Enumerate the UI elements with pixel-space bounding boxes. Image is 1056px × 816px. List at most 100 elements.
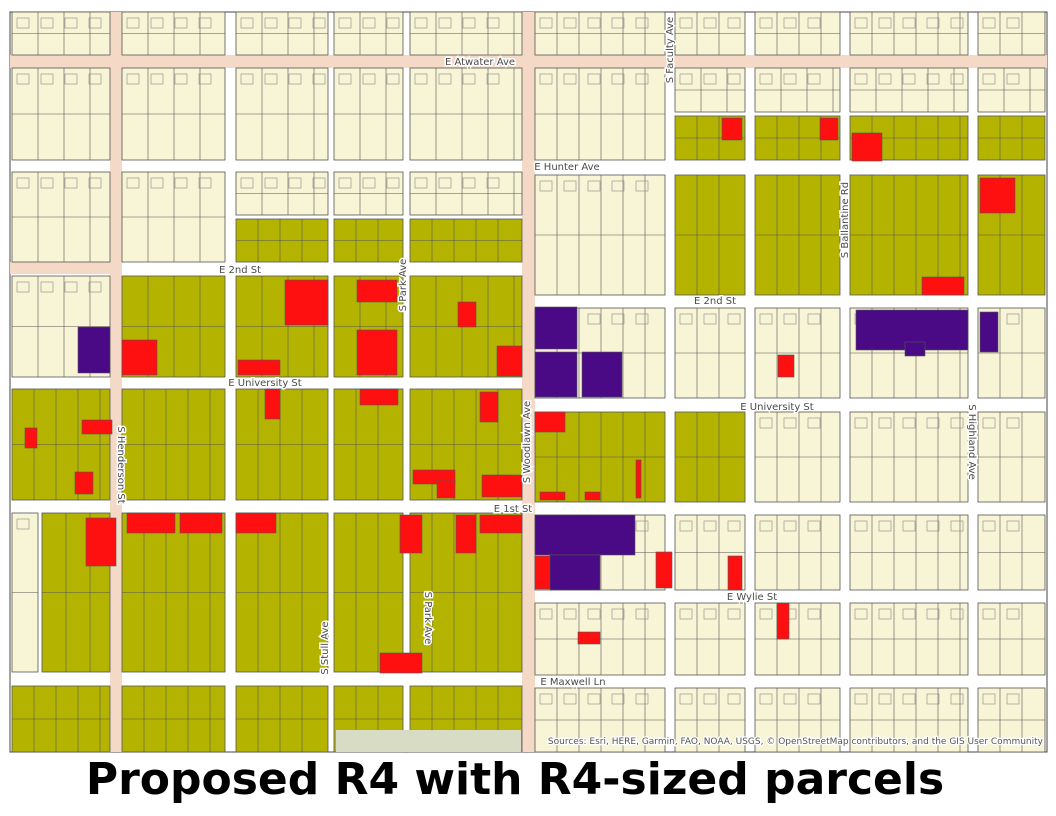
building — [759, 520, 773, 532]
parcel-red — [496, 345, 523, 377]
building — [854, 17, 868, 29]
building — [338, 73, 352, 85]
building — [611, 73, 625, 85]
parcel-red — [819, 117, 839, 141]
building — [854, 417, 868, 429]
building — [902, 17, 916, 29]
building — [759, 73, 773, 85]
building — [854, 693, 868, 705]
parcel-red — [74, 471, 94, 495]
building — [878, 17, 892, 29]
building — [783, 520, 797, 532]
building — [174, 73, 188, 85]
building — [703, 313, 717, 325]
building — [703, 608, 717, 620]
building — [240, 17, 254, 29]
building — [386, 17, 400, 29]
building — [611, 180, 625, 192]
building — [563, 693, 577, 705]
parcel-red — [979, 177, 1016, 214]
building — [635, 17, 649, 29]
building — [88, 73, 102, 85]
parcel-red — [577, 631, 601, 645]
parcel-red — [539, 491, 566, 501]
building — [539, 693, 553, 705]
building — [1006, 73, 1020, 85]
building — [703, 17, 717, 29]
building — [679, 17, 693, 29]
building — [362, 17, 376, 29]
attribution: Sources: Esri, HERE, Garmin, FAO, NOAA, … — [548, 737, 1044, 747]
building — [679, 608, 693, 620]
building — [462, 177, 476, 189]
building — [539, 180, 553, 192]
building — [438, 17, 452, 29]
street-label: S Ballantine Rd — [840, 182, 851, 258]
building — [462, 17, 476, 29]
building — [16, 73, 30, 85]
building — [679, 313, 693, 325]
building — [88, 177, 102, 189]
building — [198, 17, 212, 29]
building — [1006, 313, 1020, 325]
building — [902, 608, 916, 620]
building — [926, 417, 940, 429]
street-label: E University St — [228, 378, 301, 389]
building — [88, 281, 102, 293]
building — [64, 73, 78, 85]
building — [902, 693, 916, 705]
building — [563, 73, 577, 85]
building — [1006, 693, 1020, 705]
building — [807, 73, 821, 85]
building — [635, 693, 649, 705]
building — [950, 608, 964, 620]
building — [727, 693, 741, 705]
building — [926, 17, 940, 29]
building — [759, 313, 773, 325]
parcel-red — [777, 354, 795, 378]
parcel-red — [455, 514, 477, 554]
parcel-purple — [534, 351, 578, 398]
building — [807, 313, 821, 325]
building — [362, 73, 376, 85]
building — [174, 17, 188, 29]
building — [807, 417, 821, 429]
parcel-purple — [534, 306, 578, 350]
building — [1006, 520, 1020, 532]
building — [635, 73, 649, 85]
parcel-red — [284, 279, 329, 326]
parcel-red — [655, 551, 673, 589]
building — [902, 520, 916, 532]
building — [611, 608, 625, 620]
building — [611, 693, 625, 705]
building — [679, 73, 693, 85]
street-label: S Woodlawn Ave — [522, 401, 533, 483]
building — [386, 177, 400, 189]
building — [783, 73, 797, 85]
building — [902, 417, 916, 429]
building — [950, 417, 964, 429]
caption: Proposed R4 with R4-sized parcels — [85, 754, 945, 805]
building — [982, 73, 996, 85]
building — [950, 693, 964, 705]
building — [982, 608, 996, 620]
building — [783, 693, 797, 705]
parcel-red — [237, 359, 281, 376]
building — [264, 17, 278, 29]
building — [174, 177, 188, 189]
building — [264, 177, 278, 189]
building — [150, 177, 164, 189]
building — [635, 608, 649, 620]
building — [878, 608, 892, 620]
building — [982, 417, 996, 429]
building — [703, 73, 717, 85]
parcel-purple — [581, 351, 623, 398]
parcel-red — [379, 652, 423, 674]
street-label: E Wylie St — [727, 592, 777, 603]
parcel-red — [721, 117, 743, 141]
building — [312, 177, 326, 189]
building — [926, 73, 940, 85]
parcel-red — [359, 388, 399, 406]
